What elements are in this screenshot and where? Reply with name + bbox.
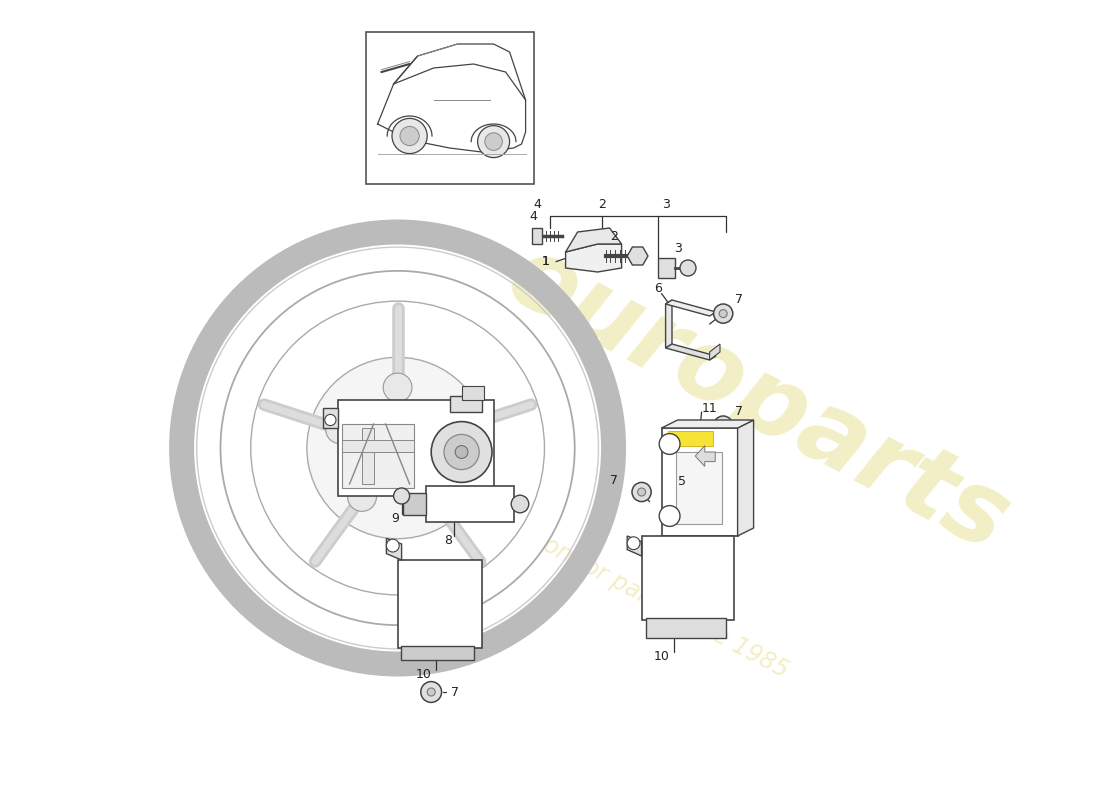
Circle shape <box>512 495 529 513</box>
Circle shape <box>419 482 448 511</box>
Circle shape <box>326 415 354 444</box>
Text: 7: 7 <box>451 686 459 698</box>
Bar <box>462 386 484 400</box>
Text: 9: 9 <box>392 512 399 525</box>
Text: 7: 7 <box>735 293 744 306</box>
Bar <box>397 560 482 648</box>
Bar <box>676 452 723 524</box>
Text: 5: 5 <box>678 475 685 488</box>
Polygon shape <box>627 536 641 556</box>
Circle shape <box>431 422 492 482</box>
Polygon shape <box>695 446 715 466</box>
Circle shape <box>485 133 503 150</box>
Circle shape <box>680 260 696 276</box>
Bar <box>404 493 426 515</box>
Circle shape <box>376 426 419 470</box>
Bar <box>532 228 541 244</box>
Text: 10: 10 <box>653 650 670 662</box>
Bar <box>365 32 534 184</box>
Text: 8: 8 <box>444 534 452 547</box>
Circle shape <box>632 482 651 502</box>
Text: 6: 6 <box>653 282 661 294</box>
Polygon shape <box>565 244 621 272</box>
Bar <box>641 536 734 620</box>
Text: 4: 4 <box>530 210 538 222</box>
Polygon shape <box>710 344 720 360</box>
Bar <box>426 486 514 522</box>
Text: 2: 2 <box>609 230 617 242</box>
Circle shape <box>659 506 680 526</box>
Bar <box>400 646 474 660</box>
Text: a passion for parts since 1985: a passion for parts since 1985 <box>466 494 793 682</box>
Circle shape <box>444 434 480 470</box>
Text: 11: 11 <box>702 402 717 414</box>
Circle shape <box>307 358 488 538</box>
Circle shape <box>719 422 727 430</box>
Text: 7: 7 <box>609 474 617 486</box>
Circle shape <box>383 373 412 402</box>
Polygon shape <box>666 300 672 348</box>
Bar <box>646 618 726 638</box>
Bar <box>323 408 338 428</box>
Circle shape <box>421 682 441 702</box>
Text: 2: 2 <box>597 198 605 210</box>
Bar <box>666 428 715 470</box>
Text: 10: 10 <box>416 668 431 681</box>
Bar <box>661 428 738 536</box>
Text: 3: 3 <box>662 198 670 210</box>
Circle shape <box>477 126 509 158</box>
Circle shape <box>719 310 727 318</box>
Polygon shape <box>666 300 716 316</box>
Bar <box>342 440 414 452</box>
Polygon shape <box>386 538 402 560</box>
Circle shape <box>441 415 470 444</box>
Circle shape <box>627 537 640 550</box>
Bar <box>658 258 675 278</box>
Polygon shape <box>627 247 648 265</box>
Text: 1: 1 <box>541 255 550 268</box>
Text: europarts: europarts <box>491 227 1024 573</box>
Polygon shape <box>661 420 754 428</box>
Circle shape <box>324 414 336 426</box>
Circle shape <box>392 118 427 154</box>
Text: 1: 1 <box>541 255 550 268</box>
Circle shape <box>220 271 574 625</box>
Bar <box>342 424 414 488</box>
Polygon shape <box>565 228 621 252</box>
Text: 7: 7 <box>735 405 744 418</box>
Circle shape <box>348 482 376 511</box>
Circle shape <box>455 446 468 458</box>
Bar <box>450 396 482 412</box>
Text: 4: 4 <box>534 198 541 210</box>
Bar <box>668 431 713 446</box>
Circle shape <box>386 539 399 552</box>
Bar <box>338 400 494 496</box>
Circle shape <box>400 126 419 146</box>
Circle shape <box>638 488 646 496</box>
Circle shape <box>714 416 733 435</box>
Polygon shape <box>738 420 754 536</box>
Bar <box>362 428 374 484</box>
Circle shape <box>714 304 733 323</box>
Polygon shape <box>666 344 716 360</box>
Text: 3: 3 <box>673 242 682 254</box>
Circle shape <box>394 488 409 504</box>
Circle shape <box>659 434 680 454</box>
Circle shape <box>427 688 436 696</box>
